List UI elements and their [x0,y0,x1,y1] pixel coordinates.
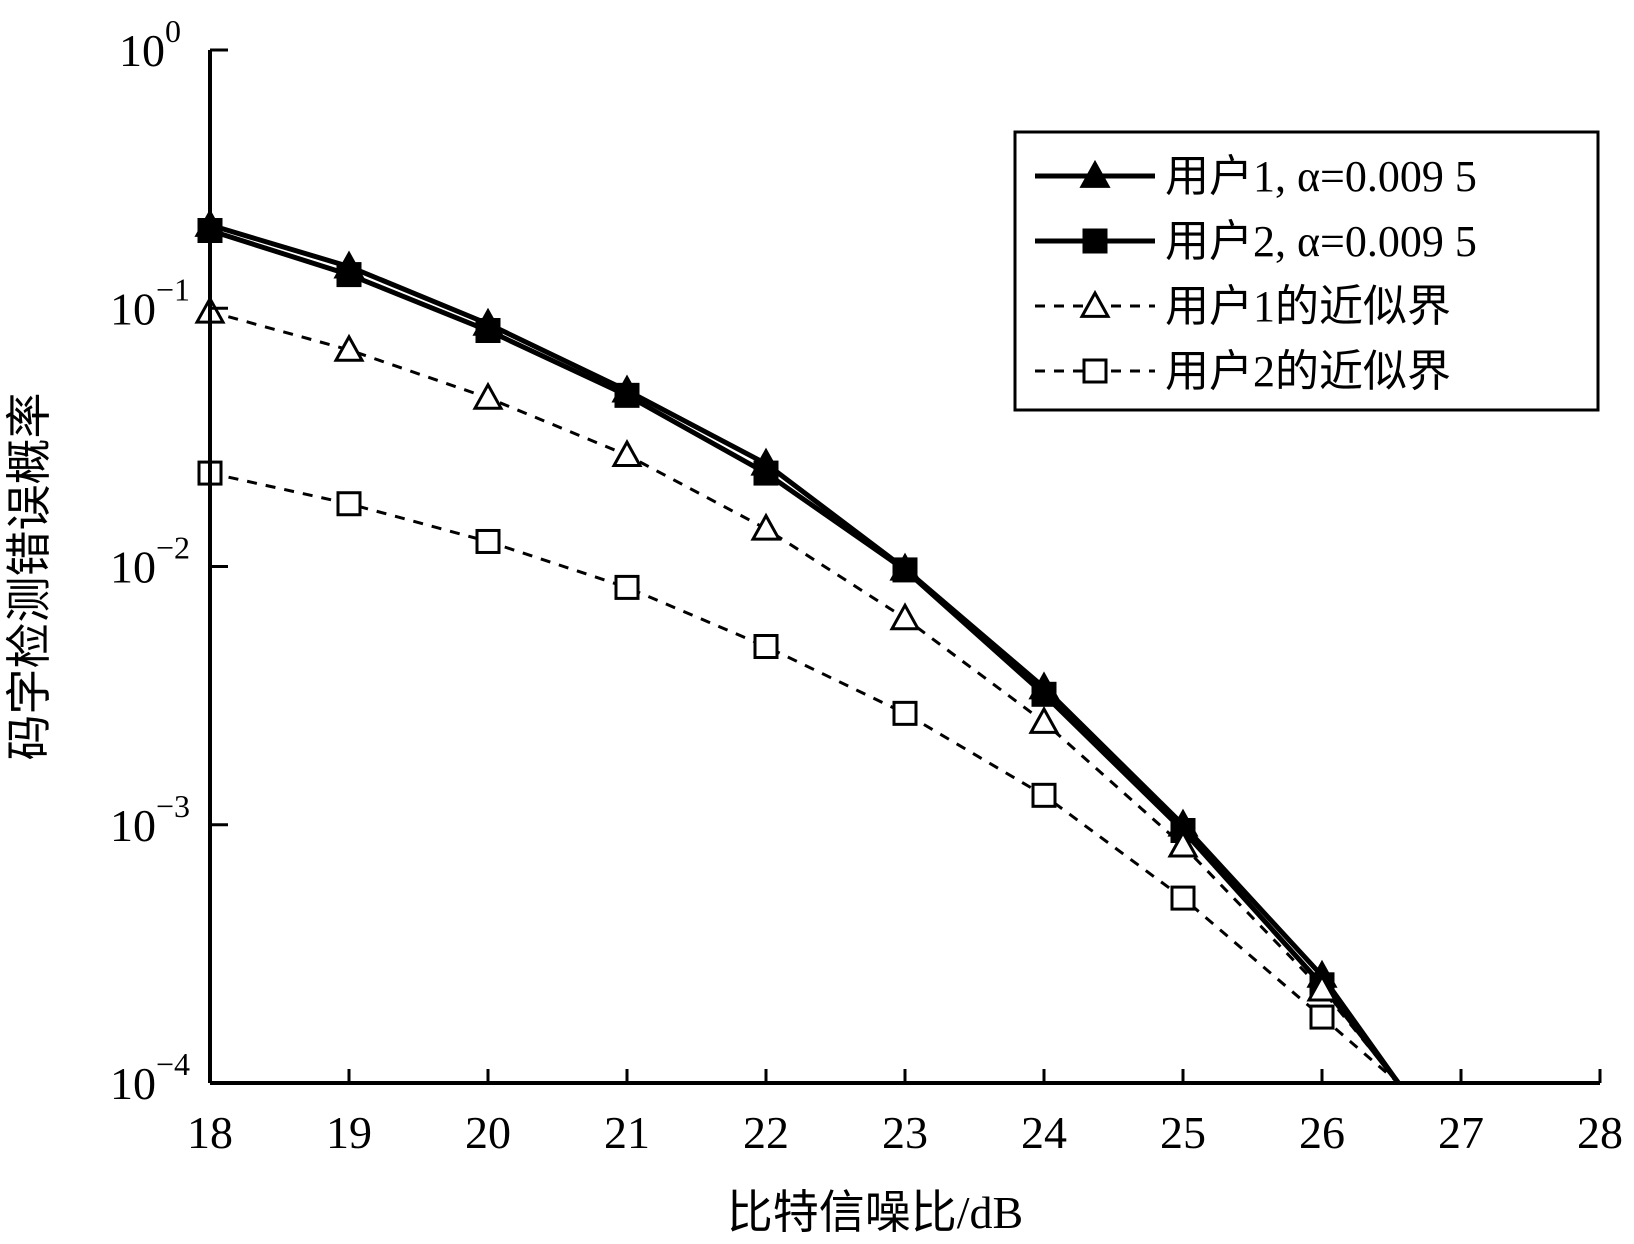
y-axis-title: 码字检测错误概率 [4,393,55,761]
legend-item: 用户1, α=0.009 5 [1035,152,1477,201]
x-tick-label: 26 [1299,1107,1345,1158]
x-tick-label: 23 [882,1107,928,1158]
x-tick-label: 25 [1160,1107,1206,1158]
data-point-marker [892,557,918,583]
data-point-marker [1031,681,1057,707]
data-point-marker [1082,358,1108,384]
series-4 [197,460,1400,1083]
data-point-marker [1028,705,1060,734]
legend-label: 用户2, α=0.009 5 [1165,217,1477,266]
legend-item: 用户2, α=0.009 5 [1035,217,1477,266]
series-line [209,228,1401,1083]
data-point-marker [750,512,782,541]
data-point-marker [889,602,921,631]
legend: 用户1, α=0.009 5 用户2, α=0.009 5 用户1的近似界用户2的近… [1013,130,1600,412]
legend-label: 用户2的近似界 [1165,347,1451,396]
data-point-marker [336,262,362,288]
data-point-marker [614,574,640,600]
data-point-marker [1306,973,1338,1002]
data-point-marker [475,528,501,554]
x-tick-label: 19 [326,1107,372,1158]
x-tick-label: 18 [187,1107,233,1158]
x-tick-label: 21 [604,1107,650,1158]
data-point-marker [1031,782,1057,808]
data-point-marker [1079,289,1111,318]
x-tick-label: 24 [1021,1107,1067,1158]
data-point-marker [1167,829,1199,858]
series-line [209,310,1400,1083]
legend-item: 用户1的近似界 [1035,282,1451,331]
x-tick-label: 27 [1438,1107,1484,1158]
data-point-marker [336,491,362,517]
y-tick-label: 100 [119,13,181,76]
data-point-marker [1170,885,1196,911]
data-point-marker [475,318,501,344]
series-line [209,222,1401,1083]
series-line [209,471,1400,1083]
x-tick-label: 28 [1577,1107,1623,1158]
data-point-marker [472,381,504,410]
x-tick-label: 20 [465,1107,511,1158]
series-3 [194,295,1400,1083]
y-tick-label: 10−2 [110,530,190,593]
data-point-marker [333,333,365,362]
data-point-marker [614,382,640,408]
data-point-marker [1079,159,1111,188]
legend-item: 用户2的近似界 [1035,347,1451,396]
legend-label: 用户1的近似界 [1165,282,1451,331]
data-point-marker [753,460,779,486]
data-point-marker [1082,228,1108,254]
data-point-marker [611,439,643,468]
y-tick-label: 10−1 [110,271,190,334]
legend-label: 用户1, α=0.009 5 [1165,152,1477,201]
data-point-marker [1309,1004,1335,1030]
y-tick-label: 10−4 [110,1046,190,1109]
data-point-marker [753,634,779,660]
x-tick-label: 22 [743,1107,789,1158]
axes: 18 19 20 21 22 23 24 25 26 27 28 100 10−1 10−2 10−3 10−… [110,13,1623,1158]
data-point-marker [892,700,918,726]
x-axis-title: 比特信噪比/dB [727,1187,1023,1238]
y-tick-label: 10−3 [110,788,190,851]
